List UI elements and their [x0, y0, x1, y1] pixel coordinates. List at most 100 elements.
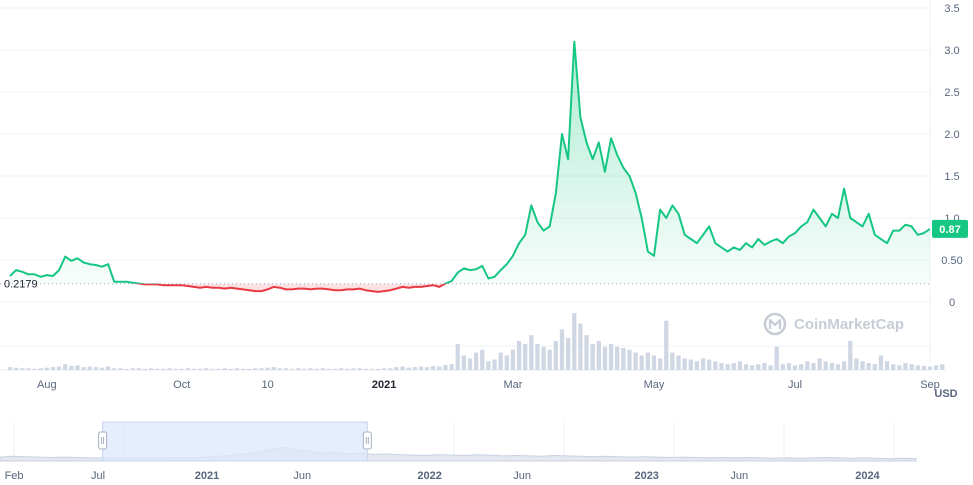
volume-bar [848, 341, 853, 370]
volume-bar [449, 364, 454, 370]
volume-bar [651, 355, 657, 370]
volume-bar [369, 368, 374, 370]
volume-bar [608, 343, 614, 370]
volume-bar [161, 368, 166, 370]
volume-bar [461, 355, 466, 370]
volume-bar [842, 361, 847, 370]
volume-bar [596, 341, 601, 370]
volume-bar [621, 347, 626, 370]
volume-bar [927, 366, 933, 370]
volume-bar [805, 361, 810, 370]
navigator-label: Jun [293, 470, 311, 482]
volume-bar [20, 368, 25, 370]
volume-bar [283, 368, 289, 370]
volume-bar [633, 352, 638, 370]
x-tick-label: Mar [503, 379, 522, 391]
volume-bar [69, 365, 74, 370]
price-area [9, 40, 930, 293]
volume-bar [921, 365, 926, 370]
volume-bar [731, 363, 736, 370]
volume-bar [498, 352, 503, 370]
volume-bar [75, 365, 80, 370]
navigator-label: 2024 [855, 470, 880, 482]
volume-bar [198, 368, 203, 370]
volume-bar [676, 355, 681, 370]
volume-bar [658, 358, 663, 370]
volume-bar [510, 349, 516, 370]
navigator-label: Jul [91, 470, 105, 482]
volume-bar [234, 368, 240, 370]
y-axis: 00.501.01.52.02.53.03.5 [941, 3, 962, 309]
volume-bar [909, 364, 914, 370]
volume-bar [878, 355, 884, 370]
volume-bar [725, 364, 730, 370]
volume-bar [559, 329, 565, 370]
volume-bar [743, 364, 749, 370]
volume-bar [774, 346, 779, 370]
x-tick-label: Jul [788, 379, 802, 391]
volume-bar [572, 313, 577, 370]
volume-bar [332, 368, 338, 370]
volume-bar [32, 368, 37, 370]
volume-bar [99, 367, 105, 370]
baseline-label: 0.2179 [4, 279, 38, 291]
volume-bar [443, 364, 448, 370]
volume-bar [345, 368, 350, 370]
volume-bar [768, 365, 773, 370]
volume-bar [707, 359, 712, 370]
volume-bar [406, 367, 411, 370]
navigator-label: 2023 [634, 470, 658, 482]
volume-bar [523, 343, 528, 370]
x-tick-label: Aug [37, 379, 57, 391]
volume-bar [424, 367, 430, 370]
current-price-badge: 0.87 [932, 219, 968, 238]
watermark-text: CoinMarketCap [794, 316, 904, 333]
volume-bar [112, 368, 117, 370]
volume-bar [780, 364, 785, 370]
x-tick-label: Oct [173, 379, 190, 391]
x-tick-label: 2021 [372, 379, 396, 391]
volume-bar [792, 365, 798, 370]
x-axis: Aug Oct 10 2021 Mar May Jul Sep [37, 379, 940, 391]
volume-bar [87, 366, 92, 370]
volume-bar [253, 368, 258, 370]
volume-bar [492, 359, 497, 370]
volume-bar [694, 361, 700, 370]
volume-bar [682, 358, 687, 370]
navigator-right-handle[interactable] [362, 431, 372, 450]
volume-bar [872, 364, 877, 370]
volume-bar [529, 335, 534, 370]
y-tick-label: 1.5 [944, 171, 959, 183]
volume-bar [590, 343, 595, 370]
x-tick-label: May [644, 379, 665, 391]
volume-bar [700, 358, 706, 370]
navigator-left-handle[interactable] [98, 431, 108, 450]
volume-bar [363, 368, 368, 370]
volume-bar [50, 367, 56, 370]
price-fill-above [10, 41, 930, 284]
volume-bar [185, 368, 190, 370]
volume-bar [173, 368, 178, 370]
range-navigator[interactable]: Feb Jul 2021 Jun 2022 Jun 2023 Jun 2024 [0, 421, 917, 482]
navigator-label: Jun [513, 470, 531, 482]
volume-bar [823, 361, 828, 370]
volume-bar [93, 367, 98, 370]
volume-bars [7, 313, 945, 370]
volume-bar [320, 368, 325, 370]
volume-bar [124, 368, 129, 370]
volume-bar [737, 361, 742, 370]
price-line-up [9, 40, 930, 284]
volume-bar [277, 368, 282, 370]
volume-bar [63, 364, 68, 370]
navigator-selected-range[interactable] [102, 421, 368, 462]
navigator-label: 2021 [195, 470, 219, 482]
volume-bar [903, 363, 908, 370]
volume-bar [382, 368, 387, 370]
volume-bar [388, 368, 393, 370]
volume-bar [884, 361, 890, 370]
volume-bar [265, 367, 270, 370]
volume-bar [222, 368, 227, 370]
volume-bar [750, 365, 755, 370]
volume-bar [437, 366, 442, 370]
